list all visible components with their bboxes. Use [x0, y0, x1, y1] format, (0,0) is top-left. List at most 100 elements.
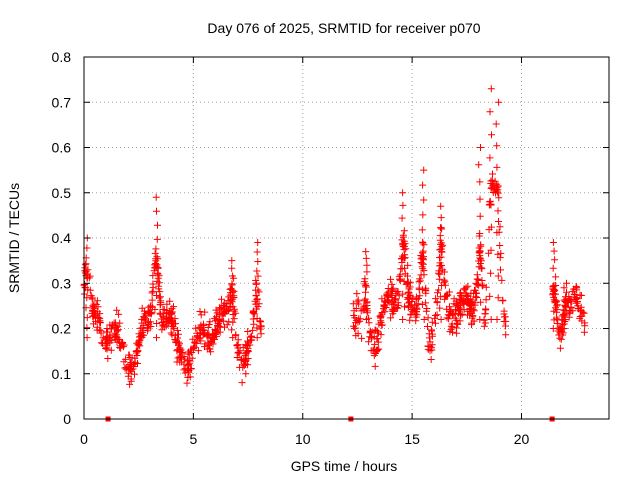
data-point — [456, 317, 464, 325]
data-point — [253, 334, 261, 342]
data-point — [153, 320, 161, 327]
data-point — [559, 321, 567, 329]
data-point — [169, 323, 177, 331]
data-point — [478, 265, 486, 273]
data-point — [191, 339, 199, 347]
data-point — [476, 230, 484, 237]
data-point — [418, 301, 426, 308]
data-point — [167, 329, 175, 337]
data-point — [153, 235, 161, 243]
data-point — [396, 271, 404, 279]
data-point — [124, 372, 132, 380]
data-point — [230, 287, 238, 295]
data-point — [420, 241, 428, 249]
data-point — [500, 307, 508, 315]
data-point — [380, 302, 388, 310]
data-point — [381, 308, 389, 316]
data-point — [228, 280, 236, 288]
data-point — [436, 259, 444, 267]
data-point — [95, 326, 103, 334]
data-point — [228, 326, 236, 334]
data-point — [409, 305, 417, 313]
data-point — [175, 330, 182, 338]
data-point — [201, 343, 208, 351]
data-point — [173, 338, 181, 346]
data-point — [475, 281, 483, 289]
data-point — [487, 223, 495, 231]
data-point — [439, 241, 447, 249]
data-point — [551, 299, 559, 307]
data-point — [361, 295, 369, 303]
data-point — [493, 316, 501, 323]
data-point — [438, 282, 446, 289]
data-point — [83, 334, 91, 342]
data-point — [494, 272, 502, 280]
data-point — [133, 349, 141, 357]
data-point — [88, 295, 96, 303]
data-point — [148, 289, 156, 297]
data-point — [170, 303, 177, 311]
data-point — [580, 328, 588, 336]
data-point — [450, 300, 458, 308]
data-point — [437, 202, 445, 210]
data-point — [189, 335, 197, 343]
data-point — [409, 294, 417, 302]
data-point — [574, 304, 582, 312]
data-point — [487, 269, 495, 277]
data-point — [405, 288, 413, 296]
data-point — [95, 314, 103, 322]
data-point — [475, 161, 483, 169]
data-point — [473, 271, 481, 279]
data-point — [420, 196, 428, 204]
data-point — [92, 301, 100, 308]
data-point — [374, 338, 382, 346]
data-point — [149, 272, 157, 280]
data-point — [249, 309, 257, 317]
data-point — [361, 275, 369, 283]
data-points — [80, 85, 589, 422]
data-point — [553, 320, 561, 327]
data-point — [101, 335, 109, 343]
data-point — [103, 328, 110, 336]
data-point — [441, 277, 449, 285]
data-point — [420, 166, 428, 174]
data-point — [487, 177, 495, 185]
y-tick-label: 0.2 — [52, 321, 72, 337]
data-point — [562, 293, 569, 301]
data-point — [131, 354, 139, 362]
data-point — [487, 200, 495, 208]
data-point — [199, 327, 207, 335]
data-point — [140, 313, 148, 321]
data-point — [253, 305, 260, 313]
data-point — [103, 339, 111, 347]
data-point — [440, 276, 448, 284]
data-point — [154, 274, 162, 282]
data-point — [136, 336, 144, 344]
data-point — [399, 201, 407, 209]
data-point — [427, 327, 435, 335]
data-point — [174, 327, 182, 334]
data-point — [186, 350, 194, 358]
y-tick-label: 0.5 — [52, 185, 72, 201]
data-point — [561, 316, 569, 323]
data-point — [497, 249, 505, 257]
data-point — [401, 303, 408, 311]
data-point — [108, 325, 116, 333]
data-point — [444, 291, 451, 299]
data-point — [563, 279, 570, 287]
data-point — [151, 263, 159, 271]
data-point — [220, 301, 228, 309]
data-point — [392, 290, 400, 298]
data-point — [356, 315, 364, 323]
data-point — [246, 333, 254, 341]
data-point — [92, 317, 99, 325]
data-point — [212, 326, 219, 334]
data-point — [560, 320, 568, 328]
data-point — [183, 366, 191, 374]
data-point — [168, 331, 176, 339]
data-point — [383, 290, 391, 298]
data-point — [229, 334, 237, 342]
data-point — [184, 357, 192, 365]
data-point — [570, 291, 578, 299]
data-point — [468, 321, 475, 329]
